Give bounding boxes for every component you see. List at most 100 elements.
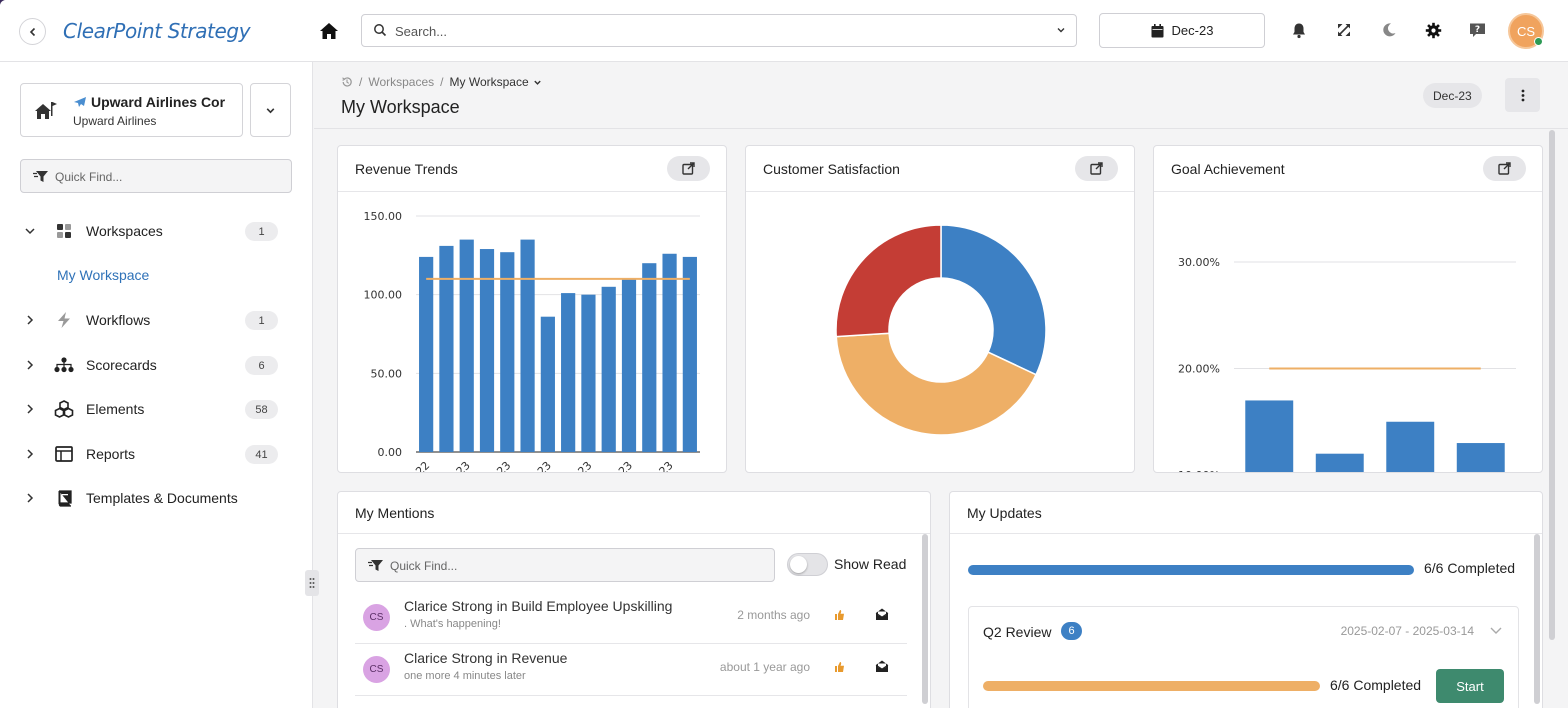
- envelope-open-icon[interactable]: [875, 607, 889, 621]
- card-title: My Updates: [967, 505, 1042, 521]
- y-tick-label: 20.00%: [1178, 363, 1220, 376]
- my-mentions-card: My Mentions Quick Find... Show Read CS C…: [337, 491, 931, 708]
- bar: [662, 253, 677, 452]
- back-button[interactable]: [19, 18, 46, 45]
- bar: [479, 249, 495, 452]
- chevron-right-icon: [27, 360, 34, 370]
- customer-satisfaction-card: Customer Satisfaction: [745, 145, 1135, 473]
- satisfaction-chart: [835, 224, 1047, 436]
- quick-find-placeholder: Quick Find...: [55, 170, 123, 184]
- overall-progress-bar: [968, 565, 1414, 575]
- goal-achievement-card: Goal Achievement 30.00%20.00%10.00%20202…: [1153, 145, 1543, 473]
- start-button[interactable]: Start: [1436, 669, 1504, 703]
- more-options-button[interactable]: [1505, 78, 1540, 112]
- period-label: Dec-23: [1171, 23, 1214, 38]
- review-date-range: 2025-02-07 - 2025-03-14: [1340, 624, 1474, 638]
- review-progress-label: 6/6 Completed: [1330, 677, 1422, 693]
- my-updates-card: My Updates 6/6 Completed Q2 Review 6 202…: [949, 491, 1543, 708]
- breadcrumb-workspaces[interactable]: Workspaces: [368, 75, 435, 89]
- chevron-left-icon: [29, 27, 35, 36]
- organization-selector[interactable]: Upward Airlines Cor Upward Airlines: [20, 83, 243, 137]
- y-tick-label: 0.00: [378, 446, 403, 459]
- expand-icon: [1338, 24, 1350, 36]
- help-button[interactable]: ?: [1467, 20, 1487, 40]
- search-input[interactable]: Search...: [361, 14, 1077, 47]
- envelope-open-icon[interactable]: [875, 659, 889, 673]
- search-placeholder: Search...: [395, 24, 448, 39]
- home-flag-icon: [35, 102, 57, 119]
- goal-chart: 30.00%20.00%10.00%2020202120222023Actual…: [1178, 256, 1516, 472]
- sidebar-item-label: Workspaces: [86, 223, 163, 239]
- thumbs-up-icon[interactable]: [834, 609, 845, 621]
- review-progress-bar: [983, 681, 1320, 691]
- card-title: Customer Satisfaction: [763, 161, 900, 177]
- chevron-down-icon: [1057, 28, 1065, 33]
- bar: [520, 239, 535, 452]
- sidebar-item-workspaces[interactable]: Workspaces 1: [0, 213, 313, 249]
- thumbs-up-icon[interactable]: [834, 661, 845, 673]
- card-header: Revenue Trends: [338, 146, 726, 192]
- sidebar-quick-find-input[interactable]: Quick Find...: [20, 159, 292, 193]
- x-tick-label: Sep-23: [599, 459, 636, 472]
- breadcrumb-current[interactable]: My Workspace: [449, 75, 529, 89]
- show-read-label: Show Read: [834, 556, 907, 572]
- x-tick-label: Mar-23: [477, 459, 513, 472]
- count-badge: 58: [245, 400, 278, 419]
- card-header: Goal Achievement: [1154, 146, 1542, 192]
- mention-item[interactable]: CS Clarice Strong in Revenue one more 4 …: [355, 644, 907, 696]
- main-scrollbar[interactable]: [1549, 130, 1555, 640]
- sidebar-item-templates-documents[interactable]: Templates & Documents: [0, 480, 313, 516]
- bell-icon: [1293, 23, 1305, 38]
- external-link-icon: [682, 162, 695, 175]
- app-logo[interactable]: ClearPoint Strategy: [63, 19, 251, 43]
- home-icon[interactable]: [318, 20, 340, 42]
- sidebar-item-reports[interactable]: Reports 41: [0, 436, 313, 472]
- fullscreen-button[interactable]: [1334, 20, 1354, 40]
- dark-mode-button[interactable]: [1379, 20, 1399, 40]
- drag-handle-icon: [309, 578, 315, 588]
- mention-item[interactable]: CS Clarice Strong in Build Employee Upsk…: [355, 592, 907, 644]
- mentions-quick-find-input[interactable]: Quick Find...: [355, 548, 775, 582]
- bar: [642, 263, 657, 452]
- x-tick-label: Nov-22: [395, 459, 432, 472]
- chevron-down-icon[interactable]: [1490, 627, 1502, 635]
- bar: [439, 245, 454, 452]
- chevron-down-icon[interactable]: [533, 78, 542, 87]
- online-status-dot: [1534, 37, 1543, 46]
- chevron-right-icon: [27, 404, 34, 414]
- report-icon: [54, 444, 74, 464]
- bar: [1456, 443, 1505, 472]
- filter-icon: [33, 171, 48, 182]
- notifications-button[interactable]: [1289, 20, 1309, 40]
- show-read-toggle[interactable]: [787, 553, 828, 576]
- sidebar-item-workflows[interactable]: Workflows 1: [0, 302, 313, 338]
- sidebar-resize-handle[interactable]: [305, 570, 319, 596]
- help-icon: ?: [1469, 23, 1485, 37]
- updates-scrollbar[interactable]: [1534, 534, 1540, 704]
- filter-icon: [368, 560, 383, 571]
- quick-find-placeholder: Quick Find...: [390, 559, 458, 573]
- moon-icon: [1383, 23, 1396, 37]
- mention-title: Clarice Strong in Revenue: [404, 650, 568, 666]
- user-avatar[interactable]: CS: [1508, 13, 1544, 49]
- bar: [682, 256, 697, 452]
- svg-text:?: ?: [1474, 25, 1479, 35]
- bar: [601, 286, 616, 452]
- mentions-scrollbar[interactable]: [922, 534, 928, 704]
- open-external-button[interactable]: [667, 156, 710, 181]
- open-external-button[interactable]: [1483, 156, 1526, 181]
- organization-dropdown-button[interactable]: [250, 83, 291, 137]
- settings-button[interactable]: [1423, 20, 1443, 40]
- open-external-button[interactable]: [1075, 156, 1118, 181]
- review-count-badge: 6: [1061, 622, 1082, 640]
- breadcrumb-separator: /: [359, 75, 363, 89]
- page-title: My Workspace: [341, 97, 460, 117]
- sidebar-item-elements[interactable]: Elements 58: [0, 391, 313, 427]
- toggle-knob: [790, 556, 807, 573]
- period-selector[interactable]: Dec-23: [1099, 13, 1265, 48]
- sidebar-item-my-workspace[interactable]: My Workspace: [57, 267, 150, 283]
- sidebar-item-scorecards[interactable]: Scorecards 6: [0, 347, 313, 383]
- kebab-menu-icon: [1521, 89, 1524, 101]
- history-icon[interactable]: [341, 76, 353, 88]
